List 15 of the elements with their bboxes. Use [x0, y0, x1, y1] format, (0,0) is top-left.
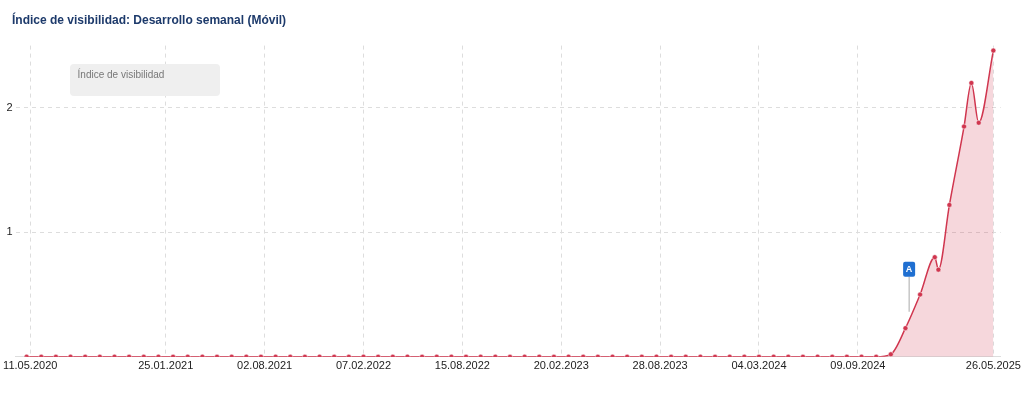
- chart-title: Índice de visibilidad: Desarrollo semanal (Móvil): [12, 13, 287, 27]
- x-tick-label: 20.02.2023: [533, 359, 589, 372]
- x-tick-label: 11.05.2020: [3, 359, 58, 372]
- x-tick-label: 25.01.2021: [138, 359, 194, 372]
- x-tick-label: 09.09.2024: [830, 359, 886, 372]
- x-tick-label: 15.08.2022: [434, 359, 490, 372]
- x-tick-label: 28.08.2023: [632, 359, 688, 372]
- x-tick-label: 26.05.2025: [965, 359, 1021, 372]
- y-tick-label: 1: [6, 225, 13, 238]
- info-box: Índice de visibilidad: [69, 63, 220, 96]
- x-tick-label: 07.02.2022: [335, 359, 392, 372]
- annotation: A: [905, 264, 913, 275]
- x-tick-label: 02.08.2021: [237, 359, 293, 372]
- y-tick-label: 2: [6, 100, 13, 113]
- x-tick-label: 04.03.2024: [731, 359, 787, 372]
